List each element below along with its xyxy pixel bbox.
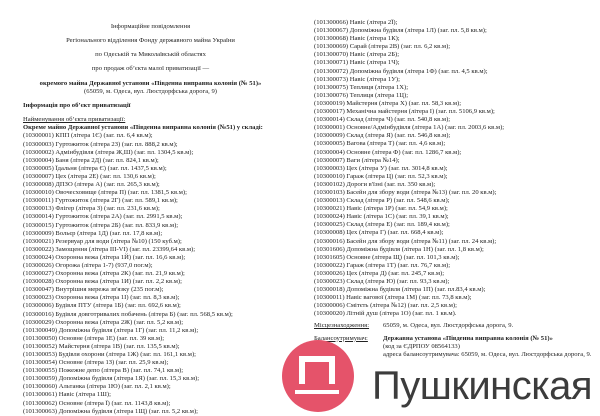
list-item: (10300013) Флігер (літера З) (заг. пл. 2…	[23, 205, 160, 213]
list-item: (10300001) Основне/Адмінбудівля (літера …	[314, 124, 505, 132]
list-item: (101300066) Навіс (літера 2Ї);	[314, 19, 398, 26]
list-item: (10300026) Цех (літера Д) (заг. пл. 245,…	[314, 269, 445, 277]
object-title: Окреме майно Державної установи «Південн…	[23, 124, 263, 132]
list-item: (101300053) Будівля охорони (літера 1Ж) …	[23, 351, 196, 358]
list-item: (10300103) Басейн для збору води (літера…	[314, 188, 497, 196]
list-item: (101300070) Навіс (літера 2Б);	[314, 51, 400, 59]
location-label: Місцезнаходження:	[314, 322, 370, 330]
list-item: (10300028) Охоронна вежа (літера 1И) (за…	[23, 278, 182, 286]
left-item-list: (10300001) КПП (літера 1Є) (заг. пл. 6,4…	[23, 132, 293, 415]
list-item: (101300073) Навіс (літера 1У);	[314, 75, 400, 83]
list-item: (10300006) Будівля ПТУ (літера 1Б) (заг.…	[23, 302, 181, 310]
list-item: (101300069) Сарай (літера 2В) (заг. пл. …	[314, 43, 451, 51]
list-item: (10300009) Вольєр (літера 1Д) (заг. пл. …	[23, 229, 163, 237]
list-item: (101300076) Теплиця (літера 1Ц);	[314, 91, 409, 99]
list-item: (10300013) Склад (літера Р) (заг. пл. 54…	[314, 197, 450, 205]
list-item: (10300004) Основне (літера Ф) (заг. пл. …	[314, 148, 462, 156]
list-item: (10300102) Дороги в'їзні (заг. пл. 350 к…	[314, 180, 436, 188]
list-item: (10300008) Цех (літера Г) (заг. пл. 668,…	[314, 229, 444, 237]
list-item: (10300003) Цех (літера У) (заг. пл. 3014…	[314, 164, 448, 172]
list-item: (10300024) Охоронна вежа (літера 1Й) (за…	[23, 253, 186, 261]
list-item: (10300009) Склад (літера Я) (заг. пл. 54…	[314, 132, 451, 140]
list-item: (101300062) Основне (літера Ї) (заг. пл.…	[23, 399, 171, 407]
list-item: (10300016) Басейн для збору води (літера…	[314, 237, 497, 245]
holder-name: Державна установа «Південна виправна кол…	[383, 334, 553, 342]
list-item: (10300021) Резервуар для води (літера №1…	[23, 237, 182, 245]
list-item: (101300055) Пожежне депо (літера В) (заг…	[23, 367, 184, 375]
list-item: (10300007) Ваги (літера №14);	[314, 156, 400, 164]
list-item: (10300019) Майстерня (літера Х) (заг. пл…	[314, 99, 462, 107]
list-item: (101300072) Допоміжна будівля (літера 1Ф…	[314, 67, 488, 75]
notice-address: (65059, м. Одеса, вул. Люстдорфська доро…	[84, 88, 217, 96]
list-item: (10300020) Літній душ (літера 1О) (заг. …	[314, 310, 457, 318]
list-item: (10300024) Навіс (літера 1С) (заг. пл. 3…	[314, 213, 449, 221]
watermark-text: Пушкинская	[372, 364, 593, 408]
list-item: (10300026) Огорожа (літера 1-7) (937,0 п…	[23, 261, 153, 269]
list-item: (101300060) Альтанка (літера 1Ю) (заг. п…	[23, 383, 171, 391]
list-item: (10300005) Вагова (літера Т) (заг. пл. 4…	[314, 140, 446, 148]
right-column: (101300066) Навіс (літера 2Ї); (101300067…	[314, 19, 594, 359]
notice-subject: про продаж об’єкта малої приватизації —	[91, 65, 210, 72]
list-item: (10300027) Охоронна вежа (літера 2К) (за…	[23, 270, 185, 278]
list-item: (10300016) Будівля довготривалих побачен…	[23, 310, 233, 318]
list-item: (10301606) Допоміжна будівля (літера 1Н)…	[314, 245, 484, 253]
notice-region: по Одеській та Миколаївській областях	[95, 51, 206, 58]
list-item: (10300023) Охоронна вежа (літера 1І) (за…	[23, 294, 180, 302]
list-item: (10300011) Гуртожиток (літера 2Г) (заг. …	[23, 197, 178, 205]
notice-org: Регіонального відділення Фонду державног…	[66, 37, 235, 44]
list-item: (10301605) Основне (літера Щ) (заг. пл. …	[314, 253, 460, 261]
list-item: (10300011) Навіс вагової (літера 1М) (за…	[314, 294, 472, 302]
list-item: (101300071) Навіс (літера 1Ч);	[314, 59, 400, 67]
holder-address: адреса балансоутримувача: 65059, м. Одес…	[383, 350, 592, 358]
list-item: (10300010) Гараж (літера Ц) (заг. пл. 52…	[314, 172, 448, 180]
holder-label: Балансоутримувач:	[314, 334, 368, 342]
list-item: (10300022) Замощення (літера ІІІ-VІ) (за…	[23, 245, 196, 253]
list-item: (10300023) Склад (літера Ю) (заг. пл. 93…	[314, 278, 450, 285]
list-item: (10300029) Охоронна вежа (літера 2Ж) (за…	[23, 318, 184, 326]
watermark-logo-icon	[282, 340, 354, 412]
holder-row: Балансоутримувач: Державна установа «Пів…	[314, 335, 594, 359]
list-item: (101300052) Майстерня (літера 1В) (заг. …	[23, 342, 180, 350]
list-item: (101300050) Основне (літера 1Е) (заг. пл…	[23, 334, 165, 342]
list-item: (10300008) ДПЗО (літера А) (заг. пл. 265…	[23, 181, 160, 189]
list-item: (10300003) Гуртожиток (літера 2З) (заг. …	[23, 140, 178, 148]
list-item: (10300022) Гараж (літера 1Т) (заг. пл. 7…	[314, 261, 451, 269]
list-item: (10300005) Їдальня (літера Є) (заг. пл. …	[23, 164, 167, 172]
list-item: (10300010) Овочесховище (літера П) (заг.…	[23, 189, 187, 197]
right-item-list: (101300066) Навіс (літера 2Ї); (101300067…	[314, 19, 594, 318]
list-item: (10300014) Склад (літера Ч) (заг. пл. 54…	[314, 116, 451, 124]
list-item: (10300015) Гуртожиток (літера 2Б) (заг. …	[23, 221, 179, 229]
logo-letter-shape	[299, 356, 335, 384]
notice-title: Інформаційне повідомлення	[110, 23, 191, 30]
notice-object: окремого майна Державної установи «Півде…	[39, 80, 262, 87]
list-item: (101300059) Допоміжна будівля (літера 1Я…	[23, 375, 200, 383]
list-item: (10300004) Баня (літера 2Д) (заг. пл. 82…	[23, 156, 159, 164]
logo-underline	[295, 390, 339, 394]
list-item: (10300014) Гуртожиток (літера 2А) (заг. …	[23, 213, 183, 221]
section-title: Інформація про об’єкт приватизації	[23, 102, 131, 110]
list-item: (101300049) Допоміжна будівля (літера 1Г…	[23, 326, 199, 334]
list-item: (10300025) Склад (літера Е) (заг. пл. 18…	[314, 221, 450, 229]
list-item: (10300017) Механічна майстерня (літера І…	[314, 108, 495, 116]
list-item: (10300001) КПП (літера 1Є) (заг. пл. 6,4…	[23, 132, 153, 140]
list-item: (101300075) Теплиця (літера 1Х);	[314, 83, 409, 91]
list-item: (101300054) Основне (літера 1З) (заг. пл…	[23, 359, 169, 367]
list-item: (101300063) Допоміжна будівля (літера 1Щ…	[23, 407, 198, 415]
list-item: (10300007) Цех (літера 2Е) (заг. пл. 130…	[23, 172, 156, 180]
list-item: (101300067) Допоміжна будівля (літера 1Л…	[314, 27, 487, 35]
holder-code: (код за ЄДРПОУ 08564133)	[383, 342, 460, 350]
list-item: (10300047) Внутрішня мережа зв'язку (235…	[23, 286, 164, 294]
list-item: (10300002) Адмінбудівля (літера Ж,Ш) (за…	[23, 148, 194, 156]
list-item: (10300018) Допоміжна будівля (літера 1П)…	[314, 286, 486, 294]
list-item: (101300068) Навіс (літера 1К);	[314, 35, 400, 43]
list-item: (10300006) Смітєть (літера №12) (заг. пл…	[314, 302, 457, 310]
list-item: (10300021) Навіс (літера 1Р) (заг. пл. 5…	[314, 205, 448, 213]
list-item: (101300061) Навіс (літера 1Ш);	[23, 391, 111, 399]
location-value: 65059, м. Одеса, вул. Люстдорфська дорог…	[383, 322, 514, 330]
left-column: Інформаційне повідомлення Регіонального …	[23, 20, 293, 416]
name-label: Найменування об’єкта приватизації:	[23, 116, 126, 124]
location-row: Місцезнаходження: 65059, м. Одеса, вул. …	[314, 322, 594, 330]
